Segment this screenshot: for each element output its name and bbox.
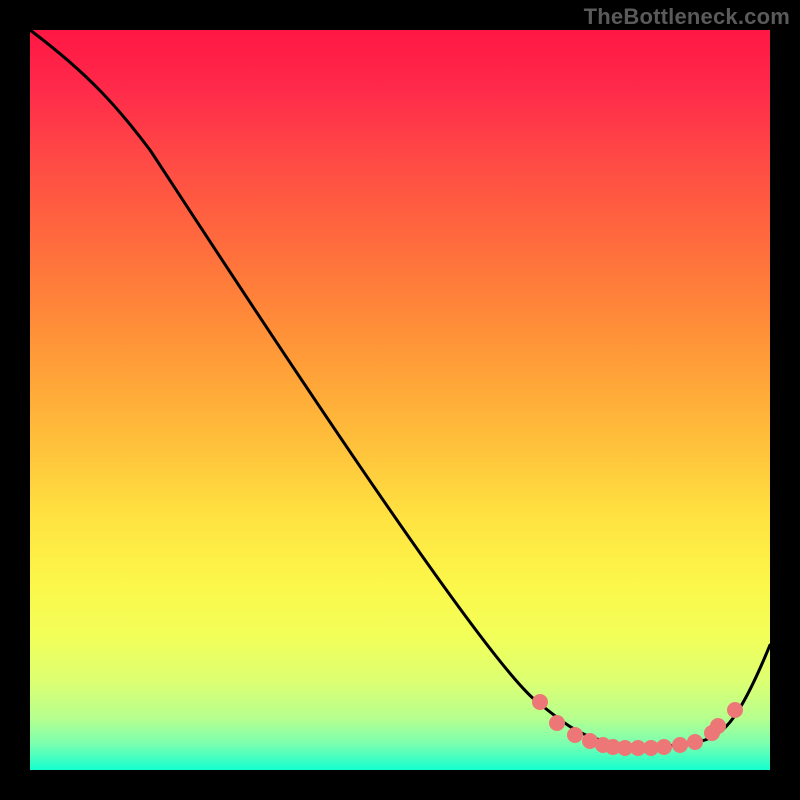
data-marker — [727, 702, 743, 718]
data-marker — [549, 715, 565, 731]
data-marker — [672, 737, 688, 753]
data-marker — [532, 694, 548, 710]
data-marker — [567, 727, 583, 743]
data-marker — [656, 739, 672, 755]
chart-stage: TheBottleneck.com — [0, 0, 800, 800]
data-marker — [687, 734, 703, 750]
data-marker — [710, 718, 726, 734]
plot-area — [30, 30, 770, 770]
chart-svg — [0, 0, 800, 800]
watermark-text: TheBottleneck.com — [584, 4, 790, 30]
